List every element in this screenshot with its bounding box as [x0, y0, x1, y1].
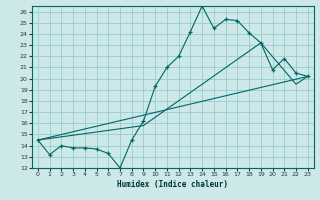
X-axis label: Humidex (Indice chaleur): Humidex (Indice chaleur) — [117, 180, 228, 189]
